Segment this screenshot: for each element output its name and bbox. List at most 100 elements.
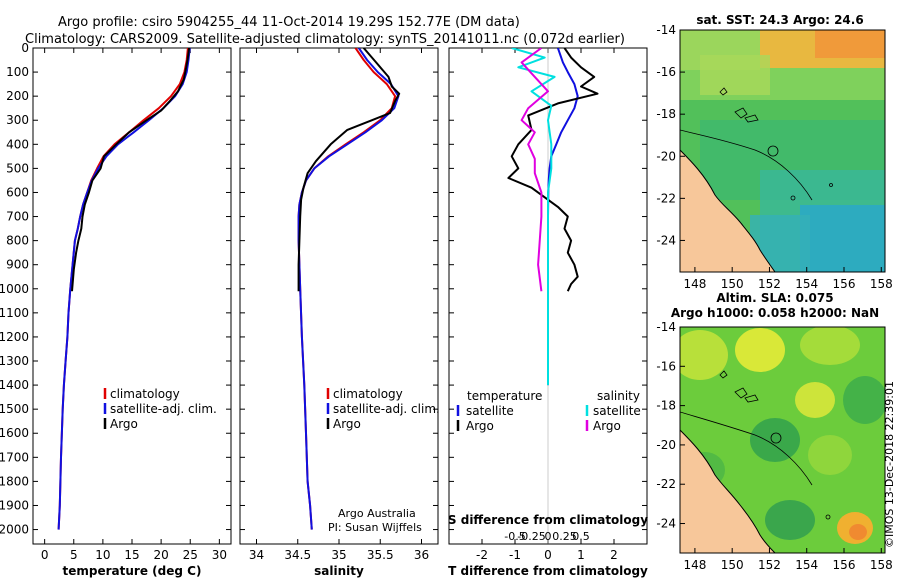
legend-label: Argo [466, 419, 494, 433]
legend-label: Argo [593, 419, 621, 433]
map-y-tick-label: -22 [656, 191, 676, 205]
map-x-tick-label: 148 [683, 277, 706, 291]
salinity-series-group [297, 48, 401, 530]
map-y-tick-label: -18 [656, 399, 676, 413]
difference-xlabel: T difference from climatology [448, 564, 648, 578]
legend-label: satellite-adj. clim. [110, 402, 217, 416]
difference-series-s-satellite [511, 48, 556, 386]
x-tick-label: 20 [153, 548, 168, 562]
s-tick-label: -0.25 [517, 530, 545, 543]
map-y-tick-label: -22 [656, 477, 676, 491]
y-tick-label: 1300 [0, 354, 29, 368]
y-tick-label: 200 [6, 89, 29, 103]
sla-map-title-line1: Altim. SLA: 0.075 [716, 291, 833, 305]
sst-map: sat. SST: 24.3 Argo: 24.6 148 150 152 154 15… [656, 13, 892, 291]
x-tick-label: 0 [544, 548, 552, 562]
legend-heading-temperature: temperature [467, 389, 542, 403]
map-x-tick-label: 158 [870, 277, 893, 291]
x-tick-label: 35 [331, 548, 346, 562]
y-tick-label: 1500 [0, 402, 29, 416]
y-tick-label: 0 [21, 41, 29, 55]
map-y-tick-label: -20 [656, 438, 676, 452]
y-tick-label: 400 [6, 137, 29, 151]
legend-label: climatology [110, 387, 180, 401]
temperature-panel: 0100200300400500600700800900100011001200… [0, 41, 232, 578]
s-tick-label: -0.5 [504, 530, 525, 543]
x-tick-label: -2 [476, 548, 488, 562]
y-tick-label: 600 [6, 185, 29, 199]
figure-title-line2: Climatology: CARS2009. Satellite-adjuste… [25, 32, 625, 47]
y-tick-label: 700 [6, 210, 29, 224]
map-x-tick-label: 152 [758, 277, 781, 291]
figure-title-line1: Argo profile: csiro 5904255_44 11-Oct-20… [58, 15, 520, 30]
y-tick-label: 1900 [0, 498, 29, 512]
y-tick-label: 300 [6, 113, 29, 127]
x-tick-label: 25 [183, 548, 198, 562]
legend-heading-salinity: salinity [597, 389, 640, 403]
legend-label: Argo [333, 417, 361, 431]
y-tick-label: 1100 [0, 306, 29, 320]
map-y-tick-label: -16 [656, 359, 676, 373]
map-x-tick-label: 152 [758, 558, 781, 572]
y-tick-label: 100 [6, 65, 29, 79]
legend-label: Argo [110, 417, 138, 431]
temperature-frame [32, 47, 232, 545]
map-x-tick-label: 156 [833, 558, 856, 572]
y-tick-label: 1800 [0, 474, 29, 488]
map-x-tick-label: 158 [870, 558, 893, 572]
temperature-series-argo [71, 48, 191, 292]
map-y-tick-label: -14 [656, 23, 676, 37]
temperature-xlabel: temperature (deg C) [63, 564, 202, 578]
y-tick-label: 1200 [0, 330, 29, 344]
difference-series-group [507, 48, 599, 544]
x-tick-label: 34 [249, 548, 264, 562]
map-x-tick-label: 150 [721, 277, 744, 291]
salinity-series-argo [297, 48, 401, 292]
map-x-tick-label: 154 [795, 558, 818, 572]
legend-label: satellite [466, 404, 514, 418]
imos-watermark: ©IMOS 13-Dec-2018 22:39:01 [883, 381, 896, 548]
credit-line1: Argo Australia [338, 507, 416, 520]
x-tick-label: 1 [577, 548, 585, 562]
map-y-tick-label: -18 [656, 107, 676, 121]
x-tick-label: 0 [41, 548, 49, 562]
difference-series-t-argo [507, 48, 599, 292]
y-tick-label: 2000 [0, 523, 29, 537]
s-tick-label: 0.5 [572, 530, 590, 543]
difference-panel: -2 -1 0 1 2 T difference from climatology temp… [448, 47, 648, 578]
salinity-xlabel: salinity [314, 564, 364, 578]
map-y-tick-label: -14 [656, 320, 676, 334]
x-tick-label: 35.5 [367, 548, 394, 562]
map-x-tick-label: 150 [721, 558, 744, 572]
y-tick-label: 1600 [0, 426, 29, 440]
temperature-series-group [57, 48, 191, 530]
map-y-tick-label: -24 [656, 517, 676, 531]
s-tick-label: 0.25 [552, 530, 577, 543]
map-x-tick-label: 156 [833, 277, 856, 291]
sla-map: Altim. SLA: 0.075 Argo h1000: 0.058 h200… [656, 291, 892, 572]
x-tick-label: 36 [414, 548, 429, 562]
map-y-tick-label: -24 [656, 233, 676, 247]
y-tick-label: 500 [6, 161, 29, 175]
x-tick-label: 10 [95, 548, 110, 562]
s-tick-label: 0 [545, 530, 552, 543]
y-tick-label: 1400 [0, 378, 29, 392]
map-x-tick-label: 148 [683, 558, 706, 572]
x-tick-label: 5 [70, 548, 78, 562]
x-tick-label: -1 [509, 548, 521, 562]
map-y-tick-label: -16 [656, 65, 676, 79]
difference-series-s-argo [520, 48, 549, 292]
legend-label: climatology [333, 387, 403, 401]
map-x-tick-label: 154 [795, 277, 818, 291]
credit-line2: PI: Susan Wijffels [328, 521, 422, 534]
legend-label: satellite-adj. clim. [333, 402, 440, 416]
y-tick-label: 800 [6, 234, 29, 248]
sla-map-title-line2: Argo h1000: 0.058 h2000: NaN [671, 306, 879, 320]
map-y-tick-label: -20 [656, 149, 676, 163]
x-tick-label: 30 [212, 548, 227, 562]
legend-label: satellite [593, 404, 641, 418]
y-tick-label: 900 [6, 258, 29, 272]
sst-map-title: sat. SST: 24.3 Argo: 24.6 [696, 13, 863, 27]
x-tick-label: 34.5 [284, 548, 311, 562]
